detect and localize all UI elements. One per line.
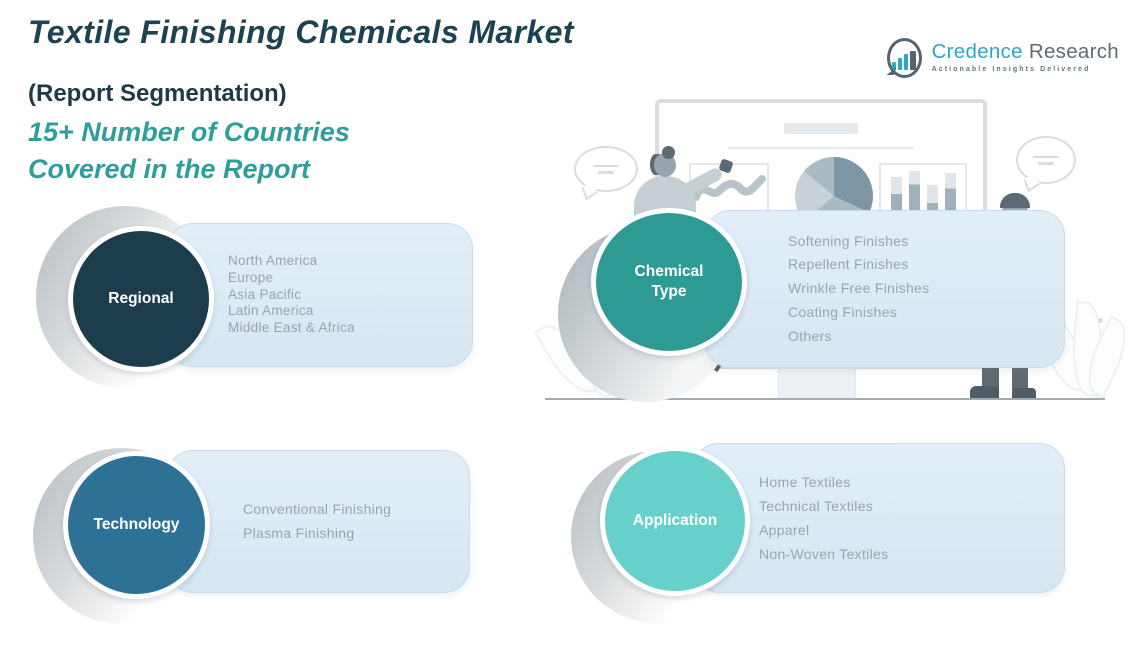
whiteboard-stand	[778, 368, 856, 399]
segment-panel-chemical-type: Softening Finishes Repellent Finishes Wrin…	[705, 210, 1065, 368]
logo-tagline: Actionable Insights Delivered	[931, 65, 1091, 73]
report-segmentation-subtitle: (Report Segmentation)	[28, 80, 287, 107]
countries-covered-line1: 15+ Number of Countries	[28, 117, 350, 147]
segment-label-application: Application	[632, 512, 718, 529]
ground-line	[545, 398, 1105, 400]
segment-item: Others	[788, 327, 832, 344]
segment-item: Plasma Finishing	[243, 524, 355, 541]
segment-items-chemical-type: Softening Finishes Repellent Finishes Wrin…	[706, 230, 1064, 349]
segment-item: Technical Textiles	[759, 498, 874, 514]
segment-label-technology: Technology	[93, 516, 180, 533]
countries-covered-line2: Covered in the Report	[28, 154, 311, 184]
segment-item: Non-Woven Textiles	[759, 546, 889, 562]
decorative-dot	[1098, 318, 1103, 323]
segment-item: Europe	[228, 269, 274, 285]
segment-circle-application: Application	[600, 446, 750, 596]
logo-brand-secondary: Research	[1028, 39, 1119, 63]
whiteboard-divider-line	[728, 147, 914, 149]
segment-item: Middle East & Africa	[228, 320, 355, 336]
logo-brand-primary: Credence	[931, 39, 1023, 63]
segment-panel-technology: Conventional Finishing Plasma Finishing	[167, 450, 470, 593]
segment-circle-regional: Regional	[68, 226, 214, 372]
segment-item: Latin America	[228, 303, 314, 319]
page-title: Textile Finishing Chemicals Market	[28, 14, 574, 50]
segment-items-application: Home Textiles Technical Textiles Apparel No…	[694, 470, 1064, 566]
logo-brand-name: Credence Research	[932, 40, 1119, 64]
segment-items-technology: Conventional Finishing Plasma Finishing	[168, 498, 469, 545]
speech-bubble-icon	[1016, 136, 1076, 184]
credence-research-logo: Credence Research Actionable Insights De…	[886, 38, 1119, 78]
segment-panel-application: Home Textiles Technical Textiles Apparel No…	[693, 443, 1065, 593]
segment-item: Asia Pacific	[228, 286, 302, 302]
segment-item: Coating Finishes	[788, 303, 898, 320]
bar-chart-bubble-icon	[886, 38, 923, 78]
segment-item: Repellent Finishes	[788, 256, 909, 273]
segment-label-regional: Regional	[108, 290, 174, 307]
segment-panel-regional: North America Europe Asia Pacific Latin Ame…	[167, 223, 473, 367]
whiteboard-title-placeholder	[784, 123, 858, 134]
segment-item: Softening Finishes	[788, 232, 909, 249]
segment-circle-technology: Technology	[63, 451, 210, 599]
segment-item: Home Textiles	[759, 474, 851, 490]
segment-item: Apparel	[759, 522, 810, 538]
segment-circle-chemical-type: Chemical Type	[591, 208, 747, 356]
segment-item: Conventional Finishing	[243, 501, 392, 517]
countries-covered-note: 15+ Number of Countries Covered in the R…	[28, 114, 350, 188]
segment-item: Wrinkle Free Finishes	[788, 280, 930, 297]
segment-items-regional: North America Europe Asia Pacific Latin Ame…	[168, 253, 472, 337]
segment-label-chemical-type: Chemical Type	[634, 263, 704, 300]
speech-bubble-icon	[574, 146, 638, 192]
segment-item: North America	[228, 253, 318, 268]
